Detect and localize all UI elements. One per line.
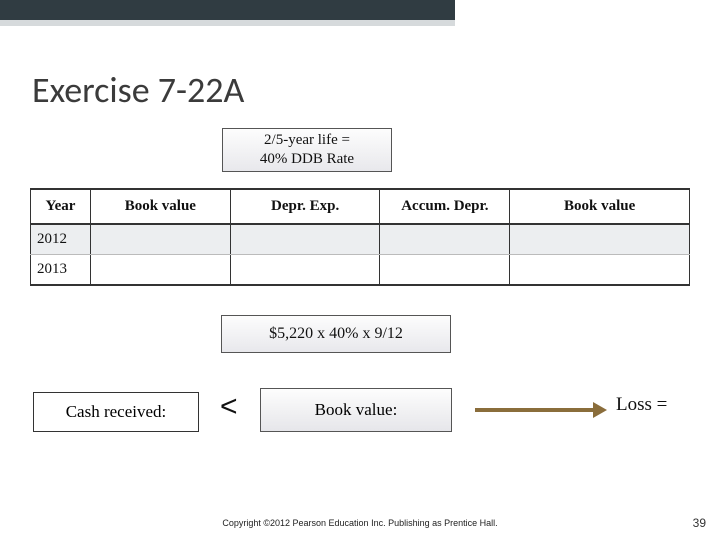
cell-empty bbox=[510, 224, 690, 255]
cell-empty bbox=[230, 224, 380, 255]
cell-empty bbox=[90, 255, 230, 286]
loss-label: Loss = bbox=[616, 394, 667, 416]
th-year: Year bbox=[31, 189, 91, 224]
less-than-sign: < bbox=[220, 390, 238, 424]
cell-empty bbox=[380, 224, 510, 255]
th-book-value-end: Book value bbox=[510, 189, 690, 224]
cell-empty bbox=[90, 224, 230, 255]
cell-year-2013: 2013 bbox=[31, 255, 91, 286]
header-bar-dark bbox=[0, 0, 455, 20]
page-title: Exercise 7-22A bbox=[32, 68, 244, 112]
depreciation-table: Year Book value Depr. Exp. Accum. Depr. … bbox=[30, 188, 690, 286]
page-number: 39 bbox=[693, 516, 706, 530]
cell-empty bbox=[510, 255, 690, 286]
book-value-box: Book value: bbox=[260, 388, 452, 432]
arrow-icon bbox=[475, 408, 595, 412]
callout-ddb-line2: 40% DDB Rate bbox=[260, 151, 354, 167]
cell-empty bbox=[230, 255, 380, 286]
callout-ddb-line1: 2/5-year life = bbox=[264, 132, 350, 148]
header-bar-light bbox=[0, 20, 455, 26]
th-book-value-start: Book value bbox=[90, 189, 230, 224]
table-row: 2012 bbox=[31, 224, 690, 255]
cash-received-box: Cash received: bbox=[33, 392, 199, 432]
th-accum-depr: Accum. Depr. bbox=[380, 189, 510, 224]
cell-empty bbox=[380, 255, 510, 286]
cell-year-2012: 2012 bbox=[31, 224, 91, 255]
table-row: 2013 bbox=[31, 255, 690, 286]
th-depr-exp: Depr. Exp. bbox=[230, 189, 380, 224]
table-header-row: Year Book value Depr. Exp. Accum. Depr. … bbox=[31, 189, 690, 224]
callout-formula: $5,220 x 40% x 9/12 bbox=[221, 315, 451, 353]
copyright-text: Copyright ©2012 Pearson Education Inc. P… bbox=[0, 518, 720, 528]
callout-ddb-rate: 2/5-year life = 40% DDB Rate bbox=[222, 128, 392, 172]
